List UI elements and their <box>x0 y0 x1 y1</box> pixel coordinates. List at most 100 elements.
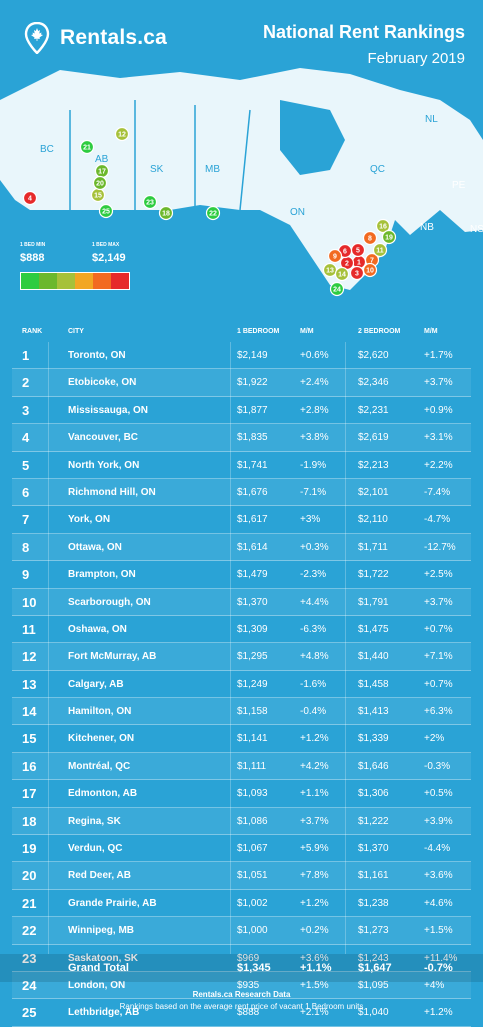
marker-dot <box>329 281 345 297</box>
mm2-cell: +2% <box>424 733 445 745</box>
marker-dot <box>362 230 378 246</box>
city-marker-16[interactable]: 16 <box>375 218 391 234</box>
legend-color-bar <box>20 272 130 290</box>
two-bed-cell: $1,161 <box>358 870 389 882</box>
mm2-cell: +1.2% <box>424 1007 453 1019</box>
table-row: 20 Red Deer, AB $1,051 +7.8% $1,161 +3.6% <box>12 862 471 890</box>
mm1-cell: +1.2% <box>300 733 329 745</box>
table-row: 22 Winnipeg, MB $1,000 +0.2% $1,273 +1.5% <box>12 917 471 945</box>
city-cell: Saskatoon, SK <box>68 952 139 964</box>
mm1-cell: +1.5% <box>300 979 329 991</box>
table-row: 5 North York, ON $1,741 -1.9% $2,213 +2.2% <box>12 452 471 479</box>
city-marker-25[interactable]: 25 <box>98 203 114 219</box>
city-cell: Calgary, AB <box>68 678 124 690</box>
two-bed-cell: $1,458 <box>358 678 389 690</box>
rank-cell: 11 <box>22 621 36 637</box>
brand-name: Rentals.ca <box>60 26 168 49</box>
city-marker-10[interactable]: 10 <box>362 262 378 278</box>
mm2-cell: +3.6% <box>424 870 453 882</box>
mm2-cell: +3.7% <box>424 377 453 389</box>
table-row: 13 Calgary, AB $1,249 -1.6% $1,458 +0.7% <box>12 671 471 699</box>
brand-logo[interactable]: Rentals.ca <box>24 22 167 54</box>
marker-rank-label: 22 <box>209 211 217 218</box>
table-row: 1 Toronto, ON $2,149 +0.6% $2,620 +1.7% <box>12 342 471 370</box>
footer: Rentals.ca Research Data Rankings based … <box>0 990 483 1011</box>
rank-cell: 9 <box>22 567 30 583</box>
city-marker-15[interactable]: 15 <box>90 187 106 203</box>
city-cell: Oshawa, ON <box>68 623 127 635</box>
one-bed-cell: $1,922 <box>237 377 268 389</box>
one-bed-cell: $1,614 <box>237 541 268 553</box>
two-bed-cell: $2,620 <box>358 350 389 361</box>
city-cell: Mississauga, ON <box>68 404 149 416</box>
mm1-cell: +2.8% <box>300 404 329 416</box>
mm2-cell: +1.7% <box>424 350 453 361</box>
marker-dot <box>205 205 221 221</box>
province-borders <box>69 100 251 211</box>
mm1-cell: -0.4% <box>300 706 327 718</box>
legend-min-value: $888 <box>20 252 45 264</box>
city-marker-11[interactable]: 11 <box>372 242 388 258</box>
city-cell: York, ON <box>68 514 111 526</box>
mm2-cell: +4.6% <box>424 897 453 909</box>
mm1-cell: -6.3% <box>300 623 327 635</box>
two-bed-cell: $1,238 <box>358 897 389 909</box>
mm2-cell: -0.3% <box>424 760 451 772</box>
city-marker-19[interactable]: 19 <box>381 229 397 245</box>
one-bed-cell: $888 <box>237 1007 260 1019</box>
mm2-cell: +6.3% <box>424 706 453 718</box>
city-marker-21[interactable]: 21 <box>79 139 95 155</box>
rank-cell: 12 <box>22 649 37 665</box>
footer-source: Rentals.ca Research Data <box>192 990 291 999</box>
province-label-ns: NS <box>470 224 483 235</box>
city-marker-20[interactable]: 20 <box>92 175 108 191</box>
two-bed-cell: $1,722 <box>358 569 389 581</box>
city-marker-9[interactable]: 9 <box>327 248 343 264</box>
province-label-on: ON <box>290 207 305 218</box>
city-marker-18[interactable]: 18 <box>158 205 174 221</box>
mm1-cell: -7.1% <box>300 486 327 498</box>
city-marker-24[interactable]: 24 <box>329 281 345 297</box>
table-header: RANK CITY 1 BEDROOM M/M 2 BEDROOM M/M <box>0 322 483 342</box>
marker-dot <box>142 194 158 210</box>
mm1-cell: +4.4% <box>300 596 329 608</box>
map-pin-icon <box>24 22 50 54</box>
rank-cell: 10 <box>22 594 37 610</box>
city-cell: Verdun, QC <box>68 843 123 855</box>
city-marker-12[interactable]: 12 <box>114 126 130 142</box>
two-bed-cell: $2,346 <box>358 377 389 389</box>
city-marker-22[interactable]: 22 <box>205 205 221 221</box>
province-label-mb: MB <box>205 164 220 175</box>
legend-swatch <box>21 273 39 289</box>
one-bed-cell: $1,000 <box>237 925 268 937</box>
mm2-cell: +0.7% <box>424 623 453 635</box>
marker-rank-label: 14 <box>338 272 346 279</box>
city-marker-14[interactable]: 14 <box>334 266 350 282</box>
table-row: 3 Mississauga, ON $1,877 +2.8% $2,231 +0.9% <box>12 397 471 425</box>
city-marker-3[interactable]: 3 <box>349 265 365 281</box>
city-marker-5[interactable]: 5 <box>350 242 366 258</box>
table-row: 2 Etobicoke, ON $1,922 +2.4% $2,346 +3.7% <box>12 369 471 397</box>
city-cell: Edmonton, AB <box>68 788 138 800</box>
city-marker-23[interactable]: 23 <box>142 194 158 210</box>
mm1-cell: +3% <box>300 514 321 526</box>
rank-cell: 18 <box>22 813 37 829</box>
two-bed-cell: $1,711 <box>358 541 388 553</box>
two-bed-cell: $2,101 <box>358 486 389 498</box>
rank-cell: 6 <box>22 484 30 500</box>
city-cell: North York, ON <box>68 459 140 471</box>
column-divider <box>345 342 346 954</box>
city-marker-8[interactable]: 8 <box>362 230 378 246</box>
city-marker-17[interactable]: 17 <box>94 163 110 179</box>
marker-rank-label: 15 <box>94 193 102 200</box>
grand-total-row: Grand Total $1,345 +1.1% $1,647 -0.7% <box>0 954 483 982</box>
city-marker-13[interactable]: 13 <box>322 262 338 278</box>
city-marker-4[interactable]: 4 <box>22 190 38 206</box>
table-row: 7 York, ON $1,617 +3% $2,110 -4.7% <box>12 506 471 534</box>
table-row: 8 Ottawa, ON $1,614 +0.3% $1,711 -12.7% <box>12 533 471 562</box>
mm1-cell: +0.2% <box>300 925 329 937</box>
rank-cell: 8 <box>22 539 30 555</box>
mm1-cell: -2.3% <box>300 569 327 581</box>
one-bed-cell: $1,249 <box>237 678 268 690</box>
one-bed-cell: $1,370 <box>237 596 268 608</box>
